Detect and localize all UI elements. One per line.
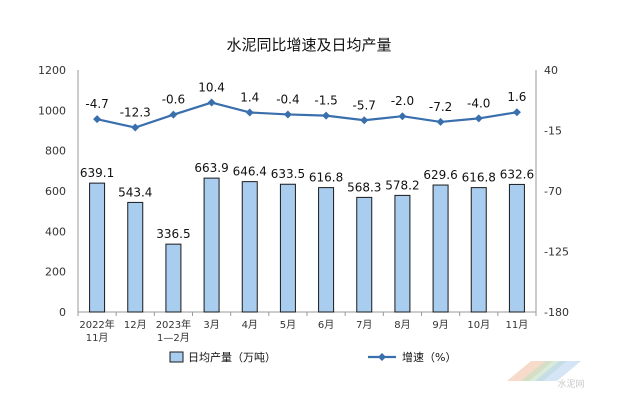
bar-value-label: 336.5 [156, 227, 190, 241]
x-tick-label: 2022年 11月 [79, 318, 114, 344]
line-value-label: -4.7 [85, 97, 108, 111]
line-marker [322, 111, 331, 120]
x-tick-label: 3月 [203, 319, 219, 331]
y-left-tick-label: 1000 [38, 104, 66, 117]
line-marker [474, 114, 483, 123]
line-value-label: 10.4 [198, 81, 225, 95]
watermark-text: 水泥网 [557, 378, 584, 390]
line-value-label: -1.5 [314, 94, 337, 108]
bar-value-label: 629.6 [423, 168, 457, 182]
bar-value-label: 568.3 [347, 180, 381, 194]
bar-value-label: 632.6 [500, 167, 534, 181]
bar [318, 187, 335, 313]
bar-value-label: 639.1 [80, 166, 114, 180]
line-marker [283, 110, 292, 119]
x-tick-label: 2023年 1—2月 [156, 318, 191, 344]
line-value-label: -0.4 [276, 92, 299, 106]
legend: 日均产量（万吨） 增速（%） [169, 350, 456, 364]
chart-title: 水泥同比增速及日均产量 [226, 36, 391, 54]
y-right-tick-label: -180 [544, 306, 569, 319]
line-marker [245, 108, 254, 117]
line-series [93, 98, 521, 132]
x-tick-label: 7月 [356, 319, 372, 331]
line-marker [512, 108, 521, 117]
watermark: 水泥网 [501, 351, 596, 391]
line-value-label: -2.0 [391, 94, 414, 108]
line-value-label: 1.6 [507, 90, 526, 104]
y-left-tick-label: 600 [45, 185, 66, 198]
x-tick-label: 4月 [242, 319, 258, 331]
line-marker [207, 98, 216, 107]
x-tick-label: 8月 [394, 319, 410, 331]
y-right-tick-label: -15 [544, 125, 562, 138]
bar-value-label: 616.8 [309, 171, 343, 185]
x-tick-label: 5月 [280, 319, 296, 331]
legend-bar-label: 日均产量（万吨） [188, 350, 276, 364]
bar-value-label: 663.9 [194, 161, 228, 175]
y-left-tick-label: 800 [45, 145, 66, 158]
bar-series [89, 177, 525, 313]
line-value-label: -0.6 [162, 93, 185, 107]
bar [165, 243, 182, 313]
line-marker [436, 117, 445, 126]
line-value-label: -5.7 [353, 98, 376, 112]
bar-value-label: 646.4 [233, 165, 267, 179]
y-left-tick-label: 400 [45, 225, 66, 238]
line-marker [131, 123, 140, 132]
line-value-label: -7.2 [429, 100, 452, 114]
legend-bar-swatch [169, 351, 184, 363]
y-left-tick-label: 200 [45, 266, 66, 279]
legend-line-marker [378, 353, 386, 361]
bar [508, 183, 525, 313]
x-tick-label: 11月 [506, 319, 529, 331]
line-value-label: -12.3 [120, 106, 151, 120]
y-right-tick-label: 40 [544, 64, 558, 77]
bar [470, 187, 487, 313]
bar [394, 194, 411, 313]
x-tick-label: 12月 [124, 319, 147, 331]
x-tick-label: 10月 [467, 319, 490, 331]
y-left-tick-label: 0 [59, 306, 66, 319]
bar [89, 182, 106, 313]
line-marker [169, 110, 178, 119]
y-right-tick-label: -125 [544, 246, 569, 259]
bar-value-label: 578.2 [385, 178, 419, 192]
line-value-label: 1.4 [240, 90, 259, 104]
bar [432, 184, 449, 313]
line-marker [398, 112, 407, 121]
bar [127, 201, 144, 313]
bar [241, 181, 258, 313]
watermark-logo-icon: 水泥网 [507, 361, 585, 390]
growth-line [96, 101, 518, 129]
bar-value-label: 616.8 [462, 171, 496, 185]
chart-axes: 0 200 400 600 800 1000 1200 -180 -125 -70 -15 40 202… [38, 64, 569, 344]
bar [203, 177, 220, 313]
x-tick-label: 9月 [432, 319, 448, 331]
legend-line-label: 增速（%） [402, 350, 456, 364]
bar [279, 183, 296, 313]
bar [356, 196, 373, 313]
y-right-tick-label: -70 [544, 185, 562, 198]
line-marker [360, 116, 369, 125]
bar-value-label: 543.4 [118, 185, 152, 199]
x-tick-label: 6月 [318, 319, 334, 331]
line-value-label: -4.0 [467, 96, 490, 110]
bar-value-label: 633.5 [271, 167, 305, 181]
line-marker [93, 115, 102, 124]
y-left-tick-label: 1200 [38, 64, 66, 77]
data-labels: 639.1 543.4 336.5 663.9 646.4 633.5 616.8 568.3… [80, 81, 534, 242]
